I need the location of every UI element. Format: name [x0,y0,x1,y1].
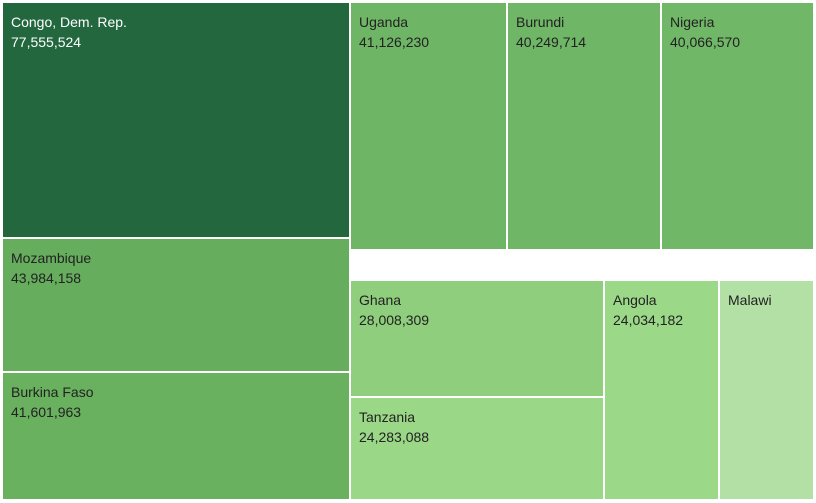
tile-value: 40,066,570 [670,34,741,50]
tile-label: Angola [613,292,657,308]
tile-label: Malawi [728,292,772,308]
treemap-tile: Burundi 40,249,714 [507,2,661,250]
treemap-tile: Tanzania 24,283,088 [350,397,604,500]
tile-label: Congo, Dem. Rep. [11,14,127,30]
treemap-tile: Uganda 41,126,230 [350,2,507,250]
treemap-tile: Congo, Dem. Rep. 77,555,524 [2,2,350,238]
treemap-tile: Ghana 28,008,309 [350,280,604,397]
treemap-tile: Nigeria 40,066,570 [661,2,814,250]
treemap-tile: Burkina Faso 41,601,963 [2,372,350,500]
tile-value: 24,034,182 [613,312,684,328]
treemap-tile: Mozambique 43,984,158 [2,238,350,372]
tile-label: Tanzania [359,409,416,425]
tile-value: 77,555,524 [11,34,82,50]
treemap-tile: Malawi [719,280,814,500]
tile-value: 28,008,309 [359,312,430,328]
tile-label: Burundi [516,14,565,30]
tile-value: 41,601,963 [11,404,82,420]
tile-value: 43,984,158 [11,270,82,286]
tile-label: Nigeria [670,14,715,30]
tile-label: Uganda [359,14,409,30]
tile-value: 41,126,230 [359,34,430,50]
tile-label: Ghana [359,292,402,308]
tile-label: Mozambique [11,250,92,266]
treemap-tile: Angola 24,034,182 [604,280,719,500]
tile-value: 24,283,088 [359,429,430,445]
tile-label: Burkina Faso [11,384,94,400]
tile-value: 40,249,714 [516,34,587,50]
